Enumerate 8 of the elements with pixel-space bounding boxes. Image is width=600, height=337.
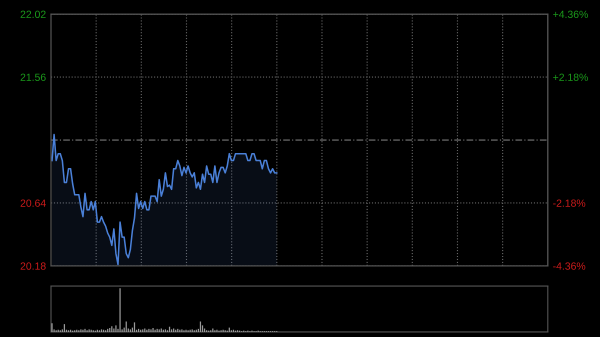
y2-tick-label: +2.18% [553,74,588,81]
y-tick-label: 20.64 [20,199,46,207]
y2-tick-label: +4.36% [553,10,588,18]
y-tick-label: 21.56 [20,74,46,81]
y-tick-label: 22.02 [20,10,46,18]
y-tick-label: 20.18 [20,262,46,270]
y2-tick-label: -2.18% [553,199,586,207]
y2-tick-label: -4.36% [553,262,586,270]
